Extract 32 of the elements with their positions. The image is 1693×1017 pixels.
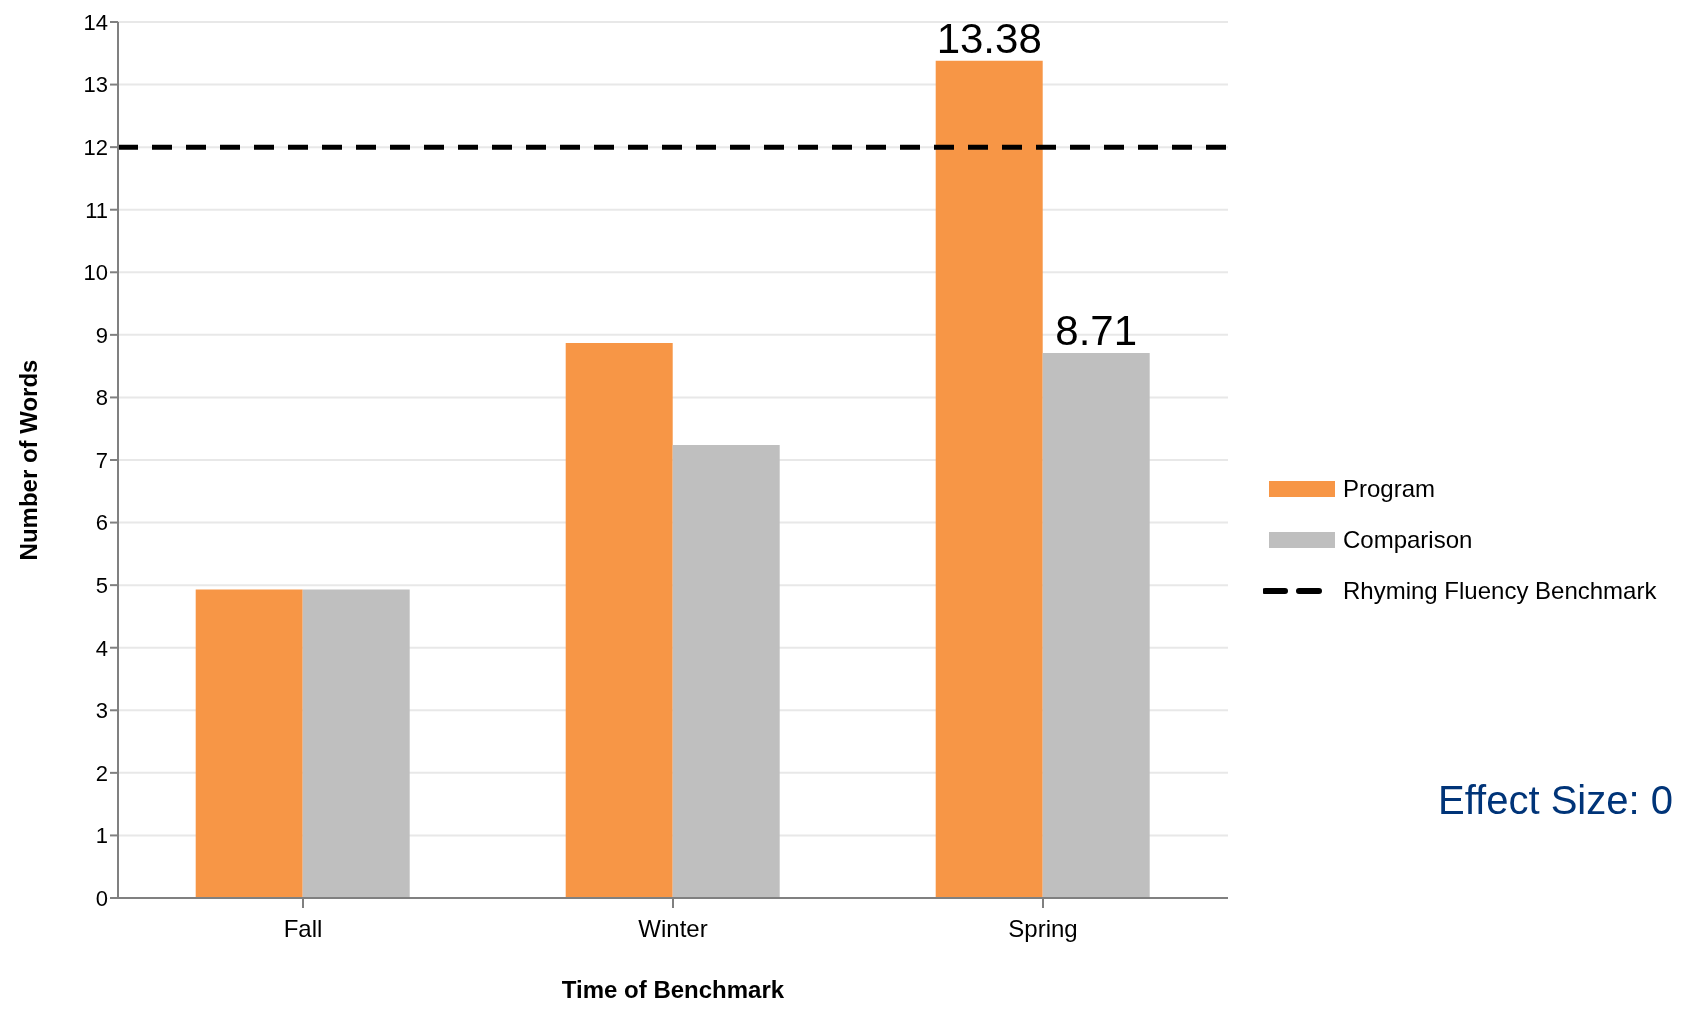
y-tick-label: 1: [95, 823, 108, 849]
x-axis-title: Time of Benchmark: [561, 976, 785, 1003]
y-tick-label: 0: [95, 885, 108, 911]
y-tick-label: 5: [95, 572, 108, 598]
text: Effect Size: 0: [1438, 778, 1673, 823]
y-tick-label: 3: [95, 698, 108, 724]
bar: [1042, 353, 1150, 898]
y-tick-label: 8: [95, 385, 108, 411]
x-tick-label: Spring: [1008, 915, 1078, 943]
y-tick-label: 14: [83, 9, 108, 35]
data-label: 13.38: [936, 14, 1042, 62]
y-tick-label: 2: [95, 760, 108, 786]
bar: [672, 444, 780, 898]
legend-label: Program: [1343, 474, 1436, 503]
legend-label: Rhyming Fluency Benchmark: [1343, 576, 1657, 605]
y-tick-label: 13: [83, 72, 108, 98]
legend-label: Comparison: [1343, 525, 1473, 554]
y-tick-label: 12: [83, 134, 108, 160]
y-tick-label: 7: [95, 447, 108, 473]
y-axis-title: Number of Words: [14, 359, 42, 561]
bar: [302, 589, 410, 898]
x-tick-label: Fall: [283, 915, 323, 943]
bar: [935, 60, 1043, 898]
bar: [195, 589, 303, 898]
data-label: 8.71: [1055, 307, 1138, 354]
y-tick-label: 6: [95, 510, 108, 536]
y-tick-label: 11: [85, 197, 108, 223]
bar: [565, 342, 673, 898]
x-tick-label: Winter: [638, 915, 708, 943]
y-tick-label: 10: [83, 260, 108, 286]
y-tick-label: 4: [95, 635, 108, 661]
y-tick-label: 9: [95, 322, 108, 348]
